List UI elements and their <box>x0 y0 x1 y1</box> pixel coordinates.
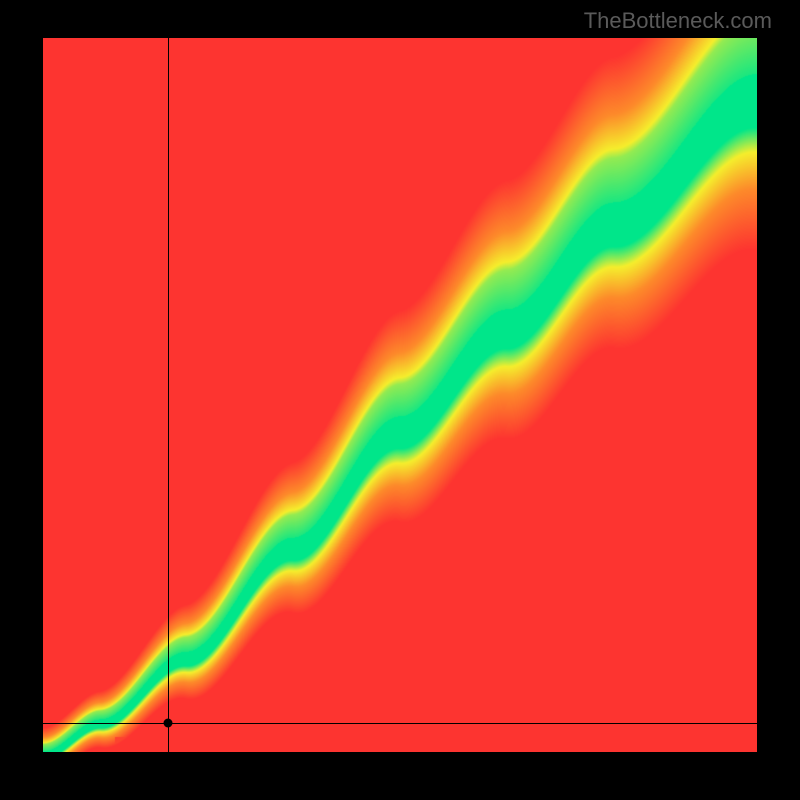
crosshair-horizontal <box>43 723 757 724</box>
heatmap-plot <box>43 38 757 752</box>
crosshair-vertical <box>168 38 169 752</box>
watermark-text: TheBottleneck.com <box>584 8 772 34</box>
heatmap-canvas <box>43 38 757 752</box>
crosshair-point <box>163 719 172 728</box>
